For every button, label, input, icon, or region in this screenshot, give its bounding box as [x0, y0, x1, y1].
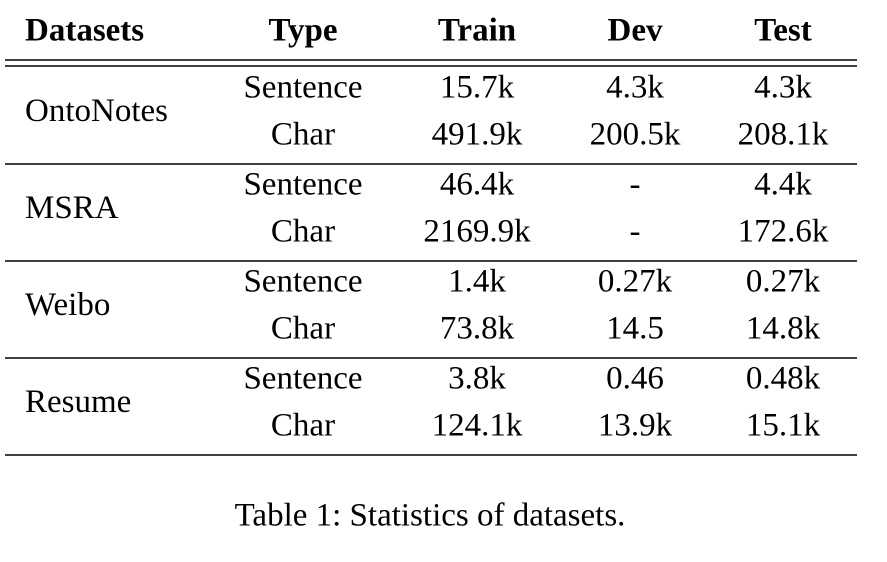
cell: 15.1k: [746, 408, 821, 444]
cell: Sentence: [243, 167, 362, 203]
cell: 1.4k: [448, 264, 506, 300]
cell: 0.27k: [598, 264, 673, 300]
dataset-name: MSRA: [25, 190, 119, 226]
caption: Table 1: Statistics of datasets.: [235, 498, 626, 534]
cell: 15.7k: [440, 70, 515, 106]
cell: -: [630, 214, 641, 250]
cell: Char: [271, 311, 335, 347]
cell: Sentence: [243, 361, 362, 397]
cell: 14.8k: [746, 311, 821, 347]
column-header: Datasets: [25, 13, 144, 49]
cell: 200.5k: [590, 117, 681, 153]
cell: 124.1k: [432, 408, 523, 444]
cell: 0.48k: [746, 361, 821, 397]
cell: 14.5: [606, 311, 664, 347]
cell: 0.27k: [746, 264, 821, 300]
cell: Char: [271, 408, 335, 444]
column-header: Train: [438, 13, 516, 49]
cell: 208.1k: [738, 117, 829, 153]
cell: -: [630, 167, 641, 203]
cell: 0.46: [606, 361, 664, 397]
cell: Char: [271, 214, 335, 250]
cell: 46.4k: [440, 167, 515, 203]
cell: 4.4k: [754, 167, 812, 203]
cell: 13.9k: [598, 408, 673, 444]
dataset-name: Weibo: [25, 287, 110, 323]
column-header: Dev: [608, 13, 663, 49]
column-header: Test: [754, 13, 811, 49]
cell: 172.6k: [738, 214, 829, 250]
cell: 2169.9k: [423, 214, 531, 250]
cell: 73.8k: [440, 311, 515, 347]
cell: 4.3k: [754, 70, 812, 106]
dataset-name: OntoNotes: [25, 93, 168, 129]
cell: Sentence: [243, 70, 362, 106]
cell: 4.3k: [606, 70, 664, 106]
cell: 491.9k: [432, 117, 523, 153]
dataset-name: Resume: [25, 384, 131, 420]
cell: Sentence: [243, 264, 362, 300]
cell: Char: [271, 117, 335, 153]
column-header: Type: [268, 13, 337, 49]
cell: 3.8k: [448, 361, 506, 397]
